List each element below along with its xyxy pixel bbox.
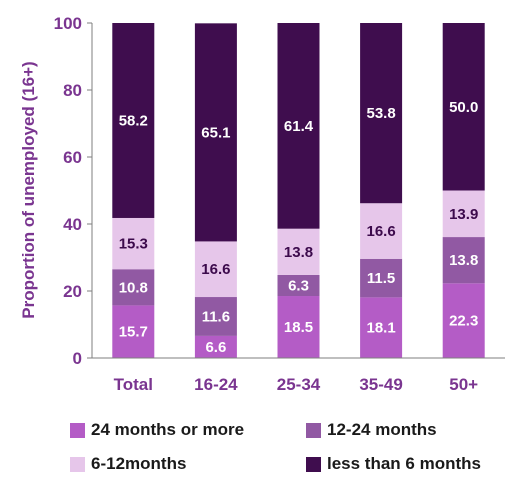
data-label: 18.5 [284,319,313,336]
data-label: 15.3 [119,236,148,253]
legend-label: 12-24 months [327,420,437,439]
bar-segment [112,269,155,306]
data-label: 15.7 [119,324,148,341]
bar-segment [360,203,403,259]
y-axis: 0 20 40 60 80 100 [54,14,93,368]
y-tick-label: 60 [63,148,82,167]
y-tick-label: 80 [63,81,82,100]
data-label: 10.8 [119,279,148,296]
y-tick-label: 100 [54,14,82,33]
x-tick-label: 25-34 [277,375,321,394]
bar-segment [112,217,155,270]
data-label: 13.8 [284,244,313,261]
data-label: 13.8 [449,252,478,269]
y-axis-title: Proportion of unemployed (16+) [19,61,38,318]
bar-segment [112,305,155,358]
x-tick-label: 35-49 [359,375,402,394]
data-label: 16.6 [366,223,395,240]
bar-segment [194,241,237,298]
bars [112,23,485,358]
data-label: 22.3 [449,313,478,330]
bar-segment [442,237,485,284]
data-label: 53.8 [366,105,395,122]
data-label: 13.9 [449,206,478,223]
data-label: 18.1 [366,320,395,337]
stacked-bar-chart: 0 20 40 60 80 100 15.7 10.8 15.3 58.2 6.6 11.6 16.6… [19,14,505,394]
bar-segment [194,335,237,358]
bar-segment [194,23,237,242]
value-labels: 15.7 10.8 15.3 58.2 6.6 11.6 16.6 65.1 18.5 6.3 13… [119,99,479,356]
data-label: 11.5 [367,270,395,287]
data-label: 58.2 [119,112,148,129]
x-axis: Total 16-24 25-34 35-49 50+ [92,357,505,394]
bar-segment [277,228,320,275]
legend-swatch [306,456,321,472]
bar-segment [360,258,403,298]
legend-label: 24 months or more [91,420,245,439]
bar-segment [442,23,485,191]
legend-swatch [306,422,321,438]
legend-item: less than 6 months [306,454,481,474]
bar-segment [112,23,155,218]
bar-segment [277,23,320,229]
bar-segment [442,190,485,238]
bar-segment [360,23,403,204]
data-label: 50.0 [449,99,478,116]
data-label: 11.6 [202,308,230,325]
data-label: 61.4 [284,118,314,135]
legend-item: 24 months or more [70,420,244,440]
bar-segment [277,274,320,297]
data-label: 6.3 [288,277,309,294]
legend-label: 6-12months [91,454,187,473]
data-label: 16.6 [201,261,230,278]
legend-swatch [70,422,85,438]
bar-segment [277,296,320,358]
bar-segment [360,297,403,358]
bar-segment [442,283,485,358]
y-tick-label: 0 [73,349,82,368]
legend-item: 12-24 months [306,420,437,440]
x-tick-label: Total [114,375,153,394]
y-tick-label: 20 [63,282,82,301]
data-label: 6.6 [205,339,226,356]
legend-label: less than 6 months [327,454,481,473]
x-tick-label: 16-24 [194,375,238,394]
y-tick-label: 40 [63,215,82,234]
legend-item: 6-12months [70,454,186,474]
legend-swatch [70,456,85,472]
data-label: 65.1 [201,124,230,141]
x-tick-label: 50+ [449,375,478,394]
bar-segment [194,297,237,336]
